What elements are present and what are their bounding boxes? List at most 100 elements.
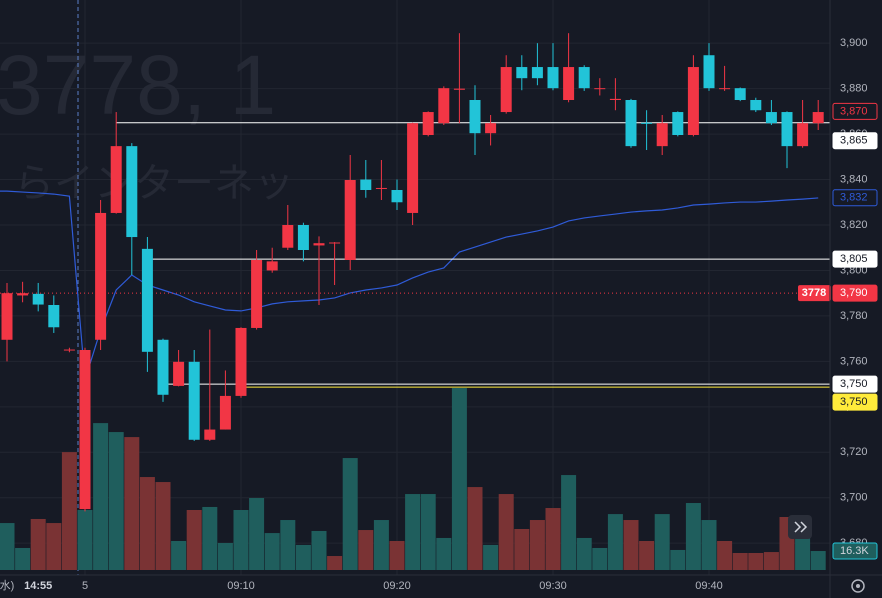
candle-body [765, 112, 777, 124]
candle-body [95, 212, 107, 340]
volume-bar [483, 544, 499, 570]
volume-bar [405, 494, 421, 570]
volume-bar [280, 520, 296, 570]
volume-bar [171, 540, 187, 570]
volume-bar [467, 487, 483, 570]
candle-body [453, 88, 465, 90]
price-label: 3,805 [840, 253, 868, 265]
candle-body [656, 123, 668, 147]
volume-bar [124, 437, 140, 570]
price-label-box [832, 250, 878, 268]
settings-button[interactable] [851, 579, 865, 593]
price-label: 3,870 [840, 105, 868, 117]
volume-bar [295, 544, 311, 570]
candle-body [110, 146, 122, 213]
watermark-name: らインターネッ [14, 162, 294, 206]
price-lines [0, 122, 830, 388]
price-label: 3,865 [840, 135, 868, 147]
candle-body [719, 88, 731, 90]
volume-bar [358, 530, 374, 570]
price-label: 3,750 [840, 378, 868, 390]
volume-layer [0, 388, 826, 570]
y-tick-label: 3,900 [840, 37, 868, 49]
volume-bar [46, 523, 62, 570]
volume-bar [670, 549, 686, 570]
volume-bar [623, 520, 639, 570]
x-tick-label: 09:40 [695, 580, 723, 592]
candle-body [750, 100, 762, 111]
scroll-button[interactable] [788, 515, 812, 539]
candle-body [266, 261, 278, 271]
volume-bar [561, 475, 577, 570]
candle-body [703, 55, 715, 89]
volume-bar [795, 537, 811, 570]
y-tick-label: 3,700 [840, 492, 868, 504]
price-label-box [832, 189, 878, 207]
volume-bar [327, 556, 343, 570]
candle-body [173, 361, 185, 386]
volume-bar [717, 540, 733, 570]
candle-body [297, 225, 309, 250]
volume-bar [607, 514, 623, 570]
volume-bar [342, 458, 358, 570]
candle-body [79, 350, 91, 510]
volume-bar [529, 520, 545, 570]
candle-body [204, 429, 216, 440]
x-tick-label: 09:20 [383, 580, 411, 592]
volume-bar [155, 482, 171, 570]
candle-body [516, 67, 528, 79]
candle-body [781, 112, 793, 147]
price-label: 3,832 [840, 192, 868, 204]
candle-body [531, 67, 543, 79]
volume-bar [233, 510, 249, 570]
volume-bar [514, 528, 530, 570]
candle-body [251, 260, 263, 328]
volume-bar [0, 523, 15, 570]
candle-body [313, 243, 325, 246]
volume-bar [217, 542, 233, 570]
volume-bar [545, 508, 561, 570]
x-tick-label: 5 [82, 580, 88, 592]
volume-bar [108, 432, 124, 570]
volume-bar [701, 520, 717, 570]
price-label: 3,750 [840, 396, 868, 408]
candle-body [672, 112, 684, 135]
candle-body [625, 100, 637, 147]
volume-bar [763, 552, 779, 570]
volume-bar [93, 423, 109, 570]
vwap-line [0, 190, 819, 380]
candle-body [360, 179, 372, 190]
candle-body [438, 88, 450, 124]
candle-body [63, 349, 75, 351]
volume-bar [639, 540, 655, 570]
volume-bar [373, 520, 389, 570]
candle-body [219, 395, 231, 430]
candle-body [235, 327, 247, 396]
candle-body [407, 123, 419, 213]
price-label-box [832, 102, 878, 120]
candle-body [375, 187, 387, 189]
candle-body [126, 146, 138, 238]
candle-body [48, 305, 60, 328]
volume-bar [77, 510, 93, 570]
price-label-box [832, 375, 878, 393]
candle-body [282, 225, 294, 248]
candle-body [797, 123, 809, 147]
y-tick-label: 3,780 [840, 310, 868, 322]
price-label-box [832, 284, 878, 302]
y-tick-label: 3,720 [840, 446, 868, 458]
volume-bar [810, 551, 826, 570]
candle-body [594, 88, 606, 90]
x-tick-label: 09:10 [227, 580, 255, 592]
volume-label: 16.3K [840, 545, 869, 557]
candle-body [32, 293, 44, 305]
candle-body [422, 112, 434, 135]
candle-body [391, 190, 403, 203]
volume-bar [249, 498, 265, 570]
y-tick-label: 3,820 [840, 219, 868, 231]
candle-body [469, 100, 481, 134]
price-label: 3,790 [840, 287, 868, 299]
volume-bar [30, 518, 46, 570]
x-tick-label: 14:55 [24, 580, 52, 592]
